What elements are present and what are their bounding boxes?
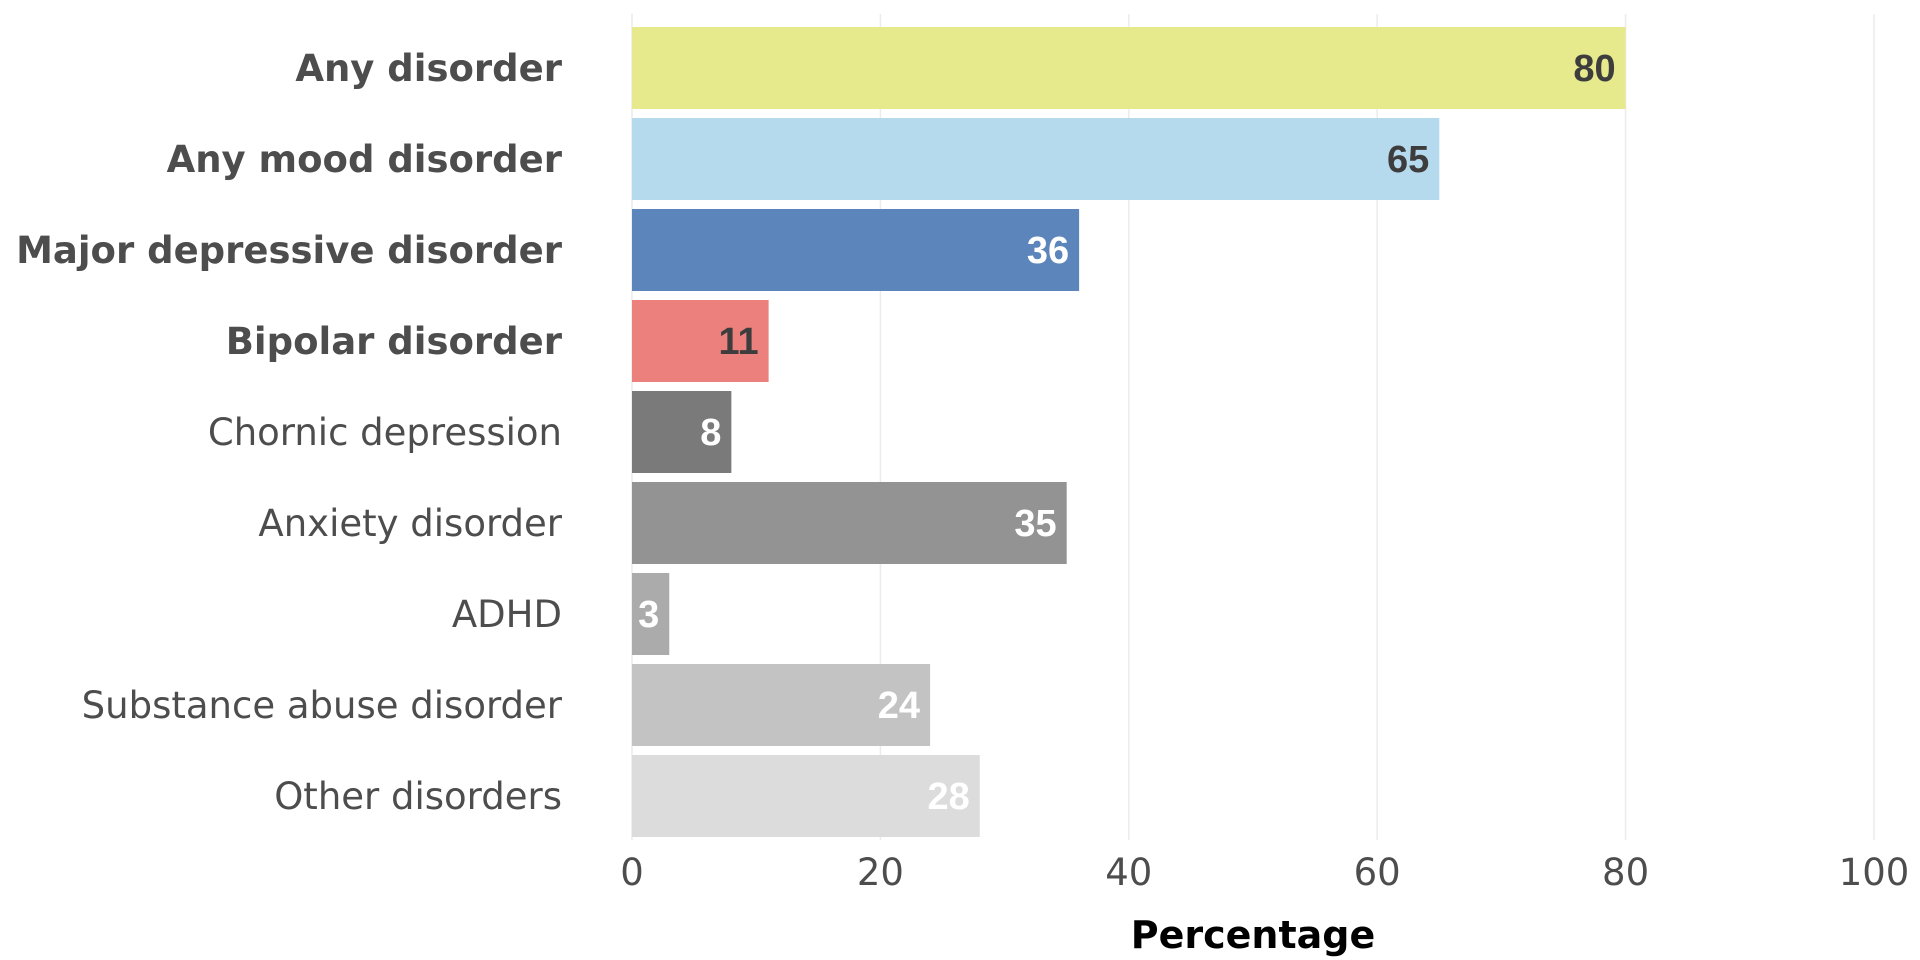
bar xyxy=(632,391,732,473)
data-label: 28 xyxy=(927,776,969,818)
category-label: Anxiety disorder xyxy=(258,502,562,545)
x-axis-ticks: 0 20 40 60 80 100 xyxy=(620,851,1909,894)
x-tick-label: 20 xyxy=(857,851,904,894)
bar xyxy=(632,27,1626,109)
data-label: 36 xyxy=(1027,230,1069,272)
bar xyxy=(632,209,1080,291)
data-label: 80 xyxy=(1573,48,1615,90)
bar xyxy=(632,118,1440,200)
bars xyxy=(632,27,1626,837)
data-label: 65 xyxy=(1387,139,1429,181)
data-label: 8 xyxy=(700,412,721,454)
data-label: 24 xyxy=(878,685,920,727)
category-label: Major depressive disorder xyxy=(16,229,563,272)
x-tick-label: 100 xyxy=(1839,851,1910,894)
bar xyxy=(632,664,931,746)
category-label: Chornic depression xyxy=(208,411,562,454)
bar xyxy=(632,755,980,837)
data-label: 35 xyxy=(1014,503,1056,545)
bar xyxy=(632,300,769,382)
data-label: 3 xyxy=(638,594,659,636)
bar xyxy=(632,482,1067,564)
category-label: Any mood disorder xyxy=(167,138,563,181)
category-labels: Any disorder Any mood disorder Major depre… xyxy=(16,47,563,818)
category-label: Other disorders xyxy=(274,775,562,818)
bar xyxy=(632,573,670,655)
x-tick-label: 0 xyxy=(620,851,644,894)
x-axis-title: Percentage xyxy=(1131,913,1376,957)
value-labels: 80 65 36 11 8 35 3 24 28 xyxy=(638,48,1615,818)
x-tick-label: 60 xyxy=(1354,851,1401,894)
category-label: Bipolar disorder xyxy=(226,320,563,363)
x-tick-label: 40 xyxy=(1105,851,1152,894)
data-label: 11 xyxy=(718,321,758,363)
category-label: Any disorder xyxy=(295,47,562,90)
category-label: Substance abuse disorder xyxy=(82,684,563,727)
category-label: ADHD xyxy=(452,593,562,636)
x-tick-label: 80 xyxy=(1602,851,1649,894)
